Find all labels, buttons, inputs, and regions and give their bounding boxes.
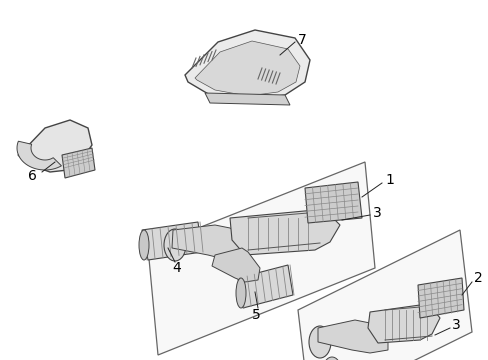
Polygon shape [212,248,260,282]
Ellipse shape [236,278,245,308]
Ellipse shape [308,326,330,358]
Text: 3: 3 [451,318,460,332]
Polygon shape [229,210,339,255]
Polygon shape [184,30,309,100]
Polygon shape [238,265,292,308]
Polygon shape [17,141,61,170]
Polygon shape [417,278,463,318]
Polygon shape [172,225,247,260]
Polygon shape [195,41,299,96]
Polygon shape [305,182,361,223]
Text: 1: 1 [384,173,393,187]
Polygon shape [18,120,92,172]
Ellipse shape [323,357,340,360]
Polygon shape [204,93,289,105]
Text: 5: 5 [251,308,260,322]
Polygon shape [62,148,95,178]
Ellipse shape [139,230,149,260]
Polygon shape [148,162,374,355]
Text: 4: 4 [172,261,181,275]
Text: 3: 3 [372,206,381,220]
Polygon shape [317,320,387,353]
Text: 2: 2 [473,271,482,285]
Ellipse shape [163,229,185,261]
Text: 6: 6 [28,169,37,183]
Polygon shape [142,222,202,260]
Text: 7: 7 [297,33,306,47]
Polygon shape [367,305,439,343]
Polygon shape [297,230,471,360]
